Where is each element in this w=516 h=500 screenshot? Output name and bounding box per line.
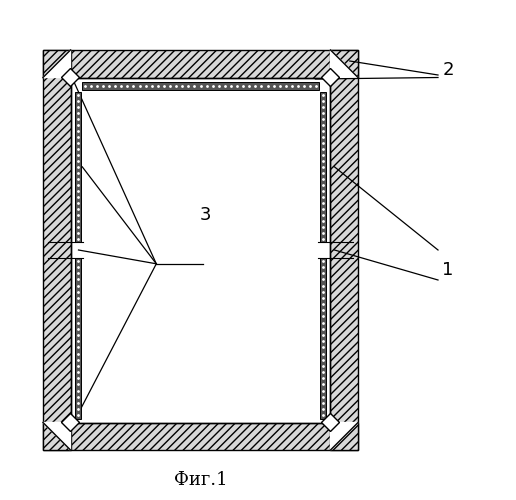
Text: 2: 2: [442, 61, 454, 79]
Bar: [320, 92, 327, 242]
Polygon shape: [61, 414, 79, 432]
Text: 1: 1: [442, 261, 454, 279]
Polygon shape: [321, 414, 340, 432]
Bar: [43, 50, 358, 78]
Bar: [43, 422, 358, 450]
Text: 3: 3: [200, 206, 212, 224]
Polygon shape: [61, 68, 79, 86]
Polygon shape: [321, 68, 340, 86]
Bar: [320, 258, 327, 418]
Polygon shape: [43, 50, 71, 78]
Bar: [74, 258, 81, 418]
Bar: [71, 78, 331, 422]
Text: Фиг.1: Фиг.1: [174, 471, 228, 489]
Polygon shape: [331, 422, 358, 450]
Bar: [331, 50, 358, 450]
Bar: [43, 50, 71, 450]
Polygon shape: [43, 422, 71, 450]
Bar: [74, 92, 81, 242]
Bar: [82, 82, 319, 90]
Polygon shape: [331, 50, 358, 78]
